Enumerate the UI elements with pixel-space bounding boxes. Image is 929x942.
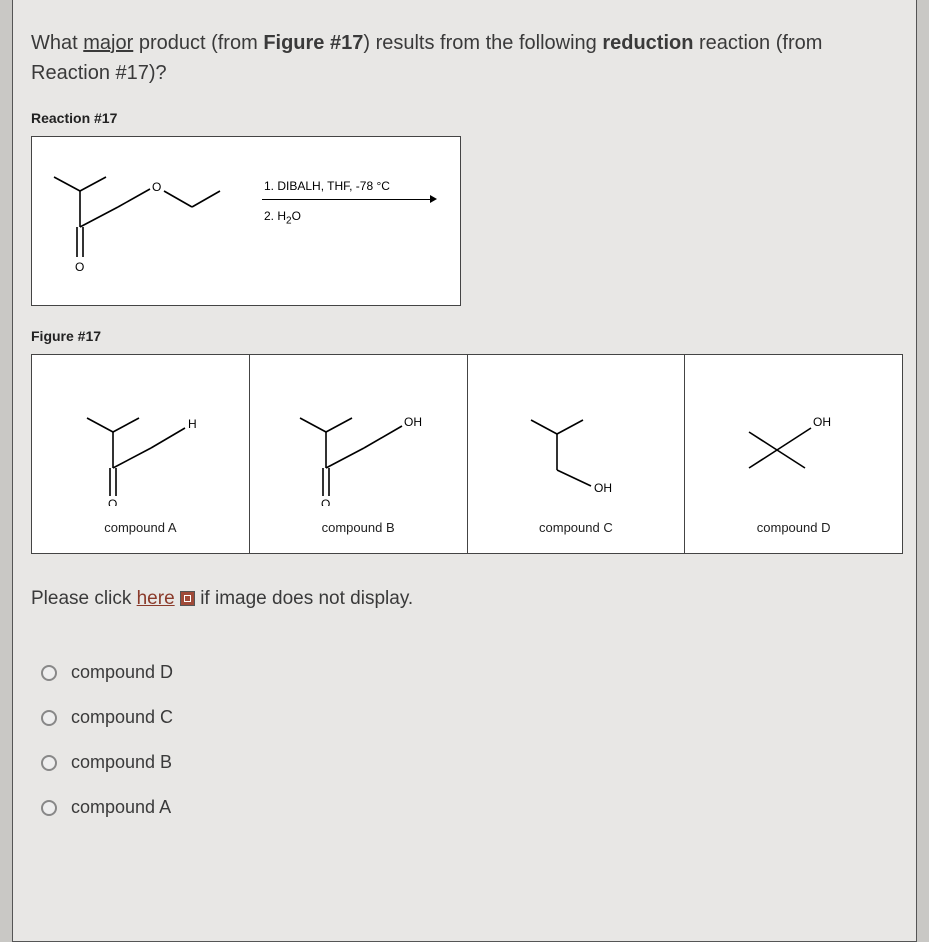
option-compound-c[interactable]: compound C <box>41 695 898 740</box>
svg-text:O: O <box>108 497 117 506</box>
compound-d-atom: OH <box>813 415 831 429</box>
radio-icon[interactable] <box>41 755 57 771</box>
image-file-icon[interactable] <box>180 591 195 606</box>
ether-o-label: O <box>152 180 161 194</box>
reaction-label: Reaction #17 <box>31 110 898 126</box>
radio-icon[interactable] <box>41 800 57 816</box>
reaction-arrow-head <box>430 195 437 203</box>
compound-d-cell: OH compound D <box>684 354 903 554</box>
option-label: compound C <box>71 707 173 728</box>
reaction-arrow-line <box>262 199 430 200</box>
page-container: What major product (from Figure #17) res… <box>12 0 917 942</box>
reagent-line-2: 2. H2O <box>264 209 301 226</box>
starting-material-structure: O O <box>32 149 242 289</box>
reaction-box: O O 1. DIBALH, THF, -78 °C 2. H2O <box>31 136 461 306</box>
options-group: compound D compound C compound B compoun… <box>31 650 898 830</box>
compound-d-structure: OH <box>709 396 879 506</box>
question-text: What major product (from Figure #17) res… <box>31 28 898 88</box>
content-area: What major product (from Figure #17) res… <box>13 0 916 830</box>
option-label: compound D <box>71 662 173 683</box>
radio-icon[interactable] <box>41 665 57 681</box>
fallback-prefix: Please click <box>31 588 137 609</box>
option-label: compound B <box>71 752 172 773</box>
compound-b-cell: O OH compound B <box>249 354 467 554</box>
fallback-link[interactable]: here <box>137 588 175 609</box>
option-compound-d[interactable]: compound D <box>41 650 898 695</box>
svg-text:O: O <box>321 497 330 506</box>
fallback-suffix: if image does not display. <box>195 588 413 609</box>
compound-b-label: compound B <box>322 520 395 535</box>
compound-c-cell: OH compound C <box>467 354 685 554</box>
compound-b-atom: OH <box>404 415 422 429</box>
compound-a-atom: H <box>188 417 197 431</box>
compound-a-cell: O H compound A <box>31 354 249 554</box>
compound-d-label: compound D <box>757 520 831 535</box>
option-compound-a[interactable]: compound A <box>41 785 898 830</box>
option-compound-b[interactable]: compound B <box>41 740 898 785</box>
compound-c-structure: OH <box>491 396 661 506</box>
reagent-2-prefix: 2. H <box>264 209 286 223</box>
figure-row: O H compound A O <box>31 354 903 554</box>
compound-a-structure: O H <box>55 396 225 506</box>
compound-b-structure: O OH <box>268 396 448 506</box>
figure-label: Figure #17 <box>31 328 898 344</box>
carbonyl-o-label: O <box>75 260 84 274</box>
fallback-text: Please click here if image does not disp… <box>31 588 898 610</box>
radio-icon[interactable] <box>41 710 57 726</box>
reagent-2-suffix: O <box>292 209 301 223</box>
compound-c-atom: OH <box>594 481 612 495</box>
compound-c-label: compound C <box>539 520 613 535</box>
option-label: compound A <box>71 797 171 818</box>
reagent-line-1: 1. DIBALH, THF, -78 °C <box>264 179 390 193</box>
compound-a-label: compound A <box>104 520 176 535</box>
